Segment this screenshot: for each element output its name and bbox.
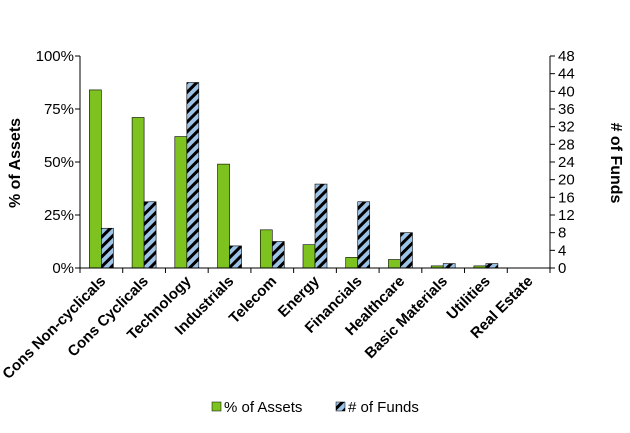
bar-assets	[302, 244, 316, 269]
right-tick-label: 44	[558, 66, 575, 83]
left-axis-ticks: 0% 25% 50% 75% 100%	[36, 48, 80, 277]
left-tick-label: 100%	[36, 48, 74, 65]
legend: % of Assets # of Funds	[211, 399, 419, 416]
legend-label-funds: # of Funds	[348, 399, 419, 416]
right-tick-label: 12	[558, 207, 575, 224]
bar-funds	[400, 232, 413, 269]
bar-assets	[89, 89, 102, 269]
left-tick-label: 50%	[44, 154, 74, 171]
right-tick-label: 40	[558, 83, 575, 100]
left-tick-label: 0%	[52, 260, 74, 277]
legend-swatch-funds	[335, 401, 346, 412]
bar-funds	[357, 201, 371, 269]
category-label: Telecom	[226, 273, 280, 327]
bar-funds	[229, 245, 242, 269]
right-tick-label: 48	[558, 48, 575, 65]
right-tick-label: 24	[558, 154, 575, 171]
right-tick-label: 4	[558, 242, 566, 259]
bars-group	[89, 82, 499, 269]
right-axis-title: # of Funds	[607, 123, 624, 204]
right-tick-label: 0	[558, 260, 566, 277]
right-tick-label: 20	[558, 172, 575, 189]
right-tick-label: 28	[558, 136, 575, 153]
bar-assets	[174, 136, 188, 269]
bar-funds	[485, 263, 499, 269]
legend-label-assets: % of Assets	[224, 399, 302, 416]
bar-funds	[143, 201, 157, 269]
bar-assets	[131, 117, 145, 269]
bar-assets	[259, 229, 273, 269]
bar-funds	[101, 227, 114, 269]
bar-assets	[388, 259, 401, 269]
bar-funds	[314, 183, 328, 269]
right-tick-label: 16	[558, 189, 575, 206]
bar-assets	[217, 163, 230, 269]
legend-swatch-assets	[211, 401, 222, 412]
right-tick-label: 36	[558, 101, 575, 118]
bar-assets	[345, 257, 359, 269]
left-tick-label: 25%	[44, 207, 74, 224]
left-axis-title: % of Assets	[7, 118, 24, 208]
bar-funds	[442, 263, 456, 269]
bar-funds	[186, 82, 200, 269]
right-tick-label: 32	[558, 119, 575, 136]
left-tick-label: 75%	[44, 101, 74, 118]
bar-funds	[271, 241, 285, 269]
right-tick-label: 8	[558, 225, 566, 242]
